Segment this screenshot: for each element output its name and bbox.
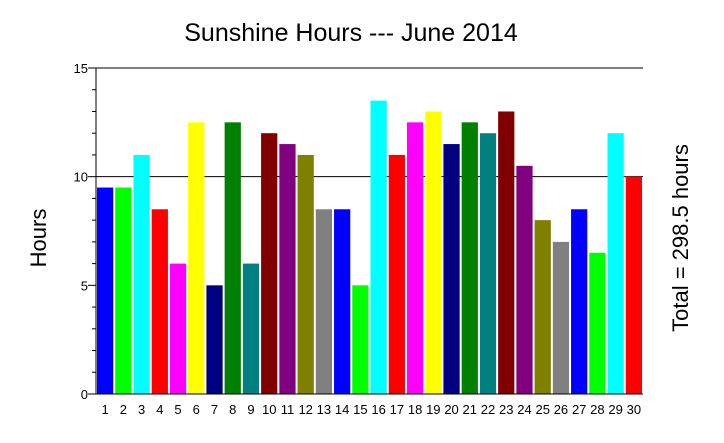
x-tick-label: 15 [353, 402, 367, 417]
x-tick-label: 8 [229, 402, 236, 417]
x-tick-label: 3 [138, 402, 145, 417]
bar-day-2 [115, 187, 132, 394]
x-tick-label: 11 [281, 402, 295, 417]
bar-day-15 [352, 285, 369, 394]
x-tick-label: 24 [517, 402, 531, 417]
bar-day-4 [151, 209, 168, 394]
bar-day-5 [169, 263, 187, 394]
bar-day-20 [443, 144, 460, 394]
bar-day-12 [297, 154, 314, 394]
bar-day-19 [425, 111, 442, 394]
x-tick-label: 27 [572, 402, 586, 417]
bar-day-7 [206, 285, 223, 394]
bar-day-10 [261, 133, 278, 394]
x-tick-label: 9 [247, 402, 254, 417]
x-tick-label: 13 [317, 402, 331, 417]
x-tick-label: 1 [101, 402, 108, 417]
x-tick-label: 30 [627, 402, 641, 417]
bar-day-30 [625, 176, 642, 394]
x-tick-label: 4 [156, 402, 163, 417]
x-tick-label: 7 [211, 402, 218, 417]
chart-title: Sunshine Hours --- June 2014 [184, 19, 518, 47]
bar-day-3 [133, 154, 150, 394]
bar-day-1 [97, 187, 114, 394]
bar-day-17 [388, 154, 405, 394]
y-tick-label: 0 [81, 387, 88, 402]
x-tick-label: 18 [408, 402, 422, 417]
y-axis-label: Hours [26, 209, 51, 268]
x-tick-label: 10 [262, 402, 276, 417]
bar-day-21 [461, 122, 478, 394]
bar-day-22 [479, 133, 497, 394]
bar-day-11 [279, 144, 296, 394]
bar-day-25 [534, 220, 551, 394]
x-tick-label: 5 [174, 402, 181, 417]
bar-day-9 [242, 263, 260, 394]
bar-day-8 [224, 122, 241, 394]
x-tick-label: 23 [499, 402, 513, 417]
y-tick-label: 10 [74, 170, 88, 185]
x-tick-label: 28 [590, 402, 604, 417]
bar-day-27 [571, 209, 588, 394]
x-tick-label: 6 [193, 402, 200, 417]
y-tick-label: 15 [74, 61, 88, 76]
x-tick-label: 26 [554, 402, 568, 417]
bar-day-18 [406, 122, 424, 394]
x-tick-label: 20 [444, 402, 458, 417]
bar-day-23 [498, 111, 515, 394]
bar-day-16 [370, 100, 387, 394]
x-tick-label: 22 [481, 402, 495, 417]
bar-day-6 [188, 122, 205, 394]
bar-day-28 [589, 252, 606, 394]
x-tick-label: 17 [390, 402, 404, 417]
x-tick-label: 16 [371, 402, 385, 417]
x-tick-label: 21 [463, 402, 477, 417]
bar-day-29 [607, 133, 624, 394]
total-label: Total = 298.5 hours [668, 144, 693, 332]
x-tick-label: 25 [535, 402, 549, 417]
bar-day-13 [315, 209, 333, 394]
bar-day-24 [516, 165, 533, 394]
y-tick-label: 5 [81, 278, 88, 293]
x-tick-label: 14 [335, 402, 349, 417]
x-tick-label: 12 [298, 402, 312, 417]
x-tick-label: 19 [426, 402, 440, 417]
x-tick-label: 29 [608, 402, 622, 417]
x-tick-label: 2 [120, 402, 127, 417]
bar-day-26 [552, 241, 570, 394]
bar-day-14 [334, 209, 351, 394]
